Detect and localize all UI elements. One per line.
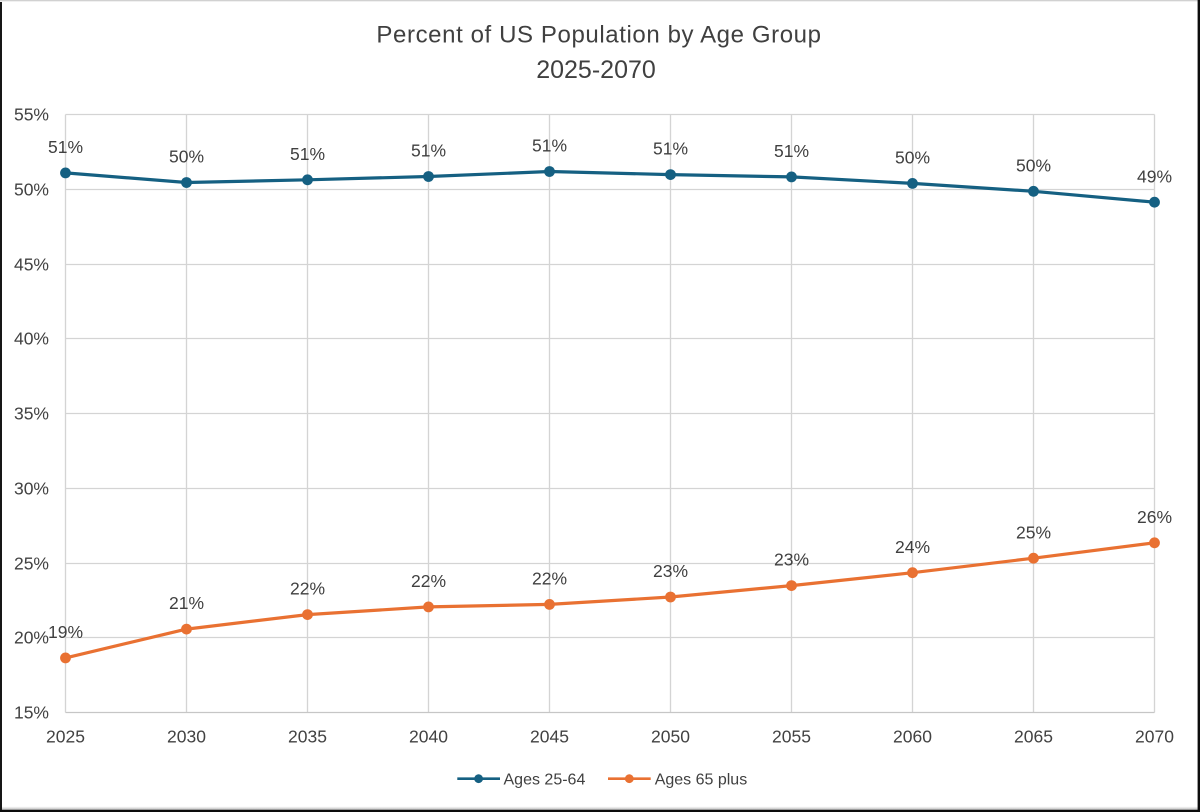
svg-text:2040: 2040	[409, 726, 448, 746]
svg-text:2025-2070: 2025-2070	[536, 56, 656, 84]
svg-text:2030: 2030	[167, 726, 206, 746]
svg-text:25%: 25%	[14, 554, 49, 574]
svg-text:51%: 51%	[411, 141, 446, 161]
svg-text:23%: 23%	[774, 550, 809, 570]
svg-text:15%: 15%	[14, 703, 49, 723]
svg-text:30%: 30%	[14, 479, 49, 499]
svg-text:2045: 2045	[530, 726, 569, 746]
svg-text:51%: 51%	[653, 139, 688, 159]
svg-text:49%: 49%	[1137, 166, 1172, 186]
svg-text:2065: 2065	[1014, 726, 1053, 746]
svg-text:35%: 35%	[14, 404, 49, 424]
svg-text:Ages 65 plus: Ages 65 plus	[655, 772, 748, 789]
svg-text:2050: 2050	[651, 726, 690, 746]
svg-text:2070: 2070	[1135, 726, 1174, 746]
svg-text:19%: 19%	[48, 622, 83, 642]
svg-text:50%: 50%	[14, 180, 49, 200]
svg-text:2025: 2025	[46, 726, 85, 746]
svg-text:20%: 20%	[14, 628, 49, 648]
svg-text:2035: 2035	[288, 726, 327, 746]
svg-text:50%: 50%	[1016, 155, 1051, 175]
svg-text:51%: 51%	[532, 136, 567, 156]
svg-text:25%: 25%	[1016, 522, 1051, 542]
svg-text:51%: 51%	[48, 137, 83, 157]
svg-text:55%: 55%	[14, 105, 49, 125]
svg-text:50%: 50%	[169, 147, 204, 167]
svg-text:45%: 45%	[14, 255, 49, 275]
svg-text:2055: 2055	[772, 726, 811, 746]
svg-text:26%: 26%	[1137, 507, 1172, 527]
svg-text:Ages 25-64: Ages 25-64	[504, 772, 586, 789]
svg-text:21%: 21%	[169, 593, 204, 613]
svg-text:50%: 50%	[895, 147, 930, 167]
svg-text:22%: 22%	[411, 571, 446, 591]
svg-text:22%: 22%	[532, 568, 567, 588]
svg-text:23%: 23%	[653, 561, 688, 581]
svg-text:22%: 22%	[290, 579, 325, 599]
svg-text:40%: 40%	[14, 329, 49, 349]
svg-text:Percent of US Population by Ag: Percent of US Population by Age Group	[376, 22, 821, 49]
svg-text:24%: 24%	[895, 537, 930, 557]
svg-text:51%: 51%	[774, 141, 809, 161]
svg-text:51%: 51%	[290, 144, 325, 164]
svg-text:2060: 2060	[893, 726, 932, 746]
